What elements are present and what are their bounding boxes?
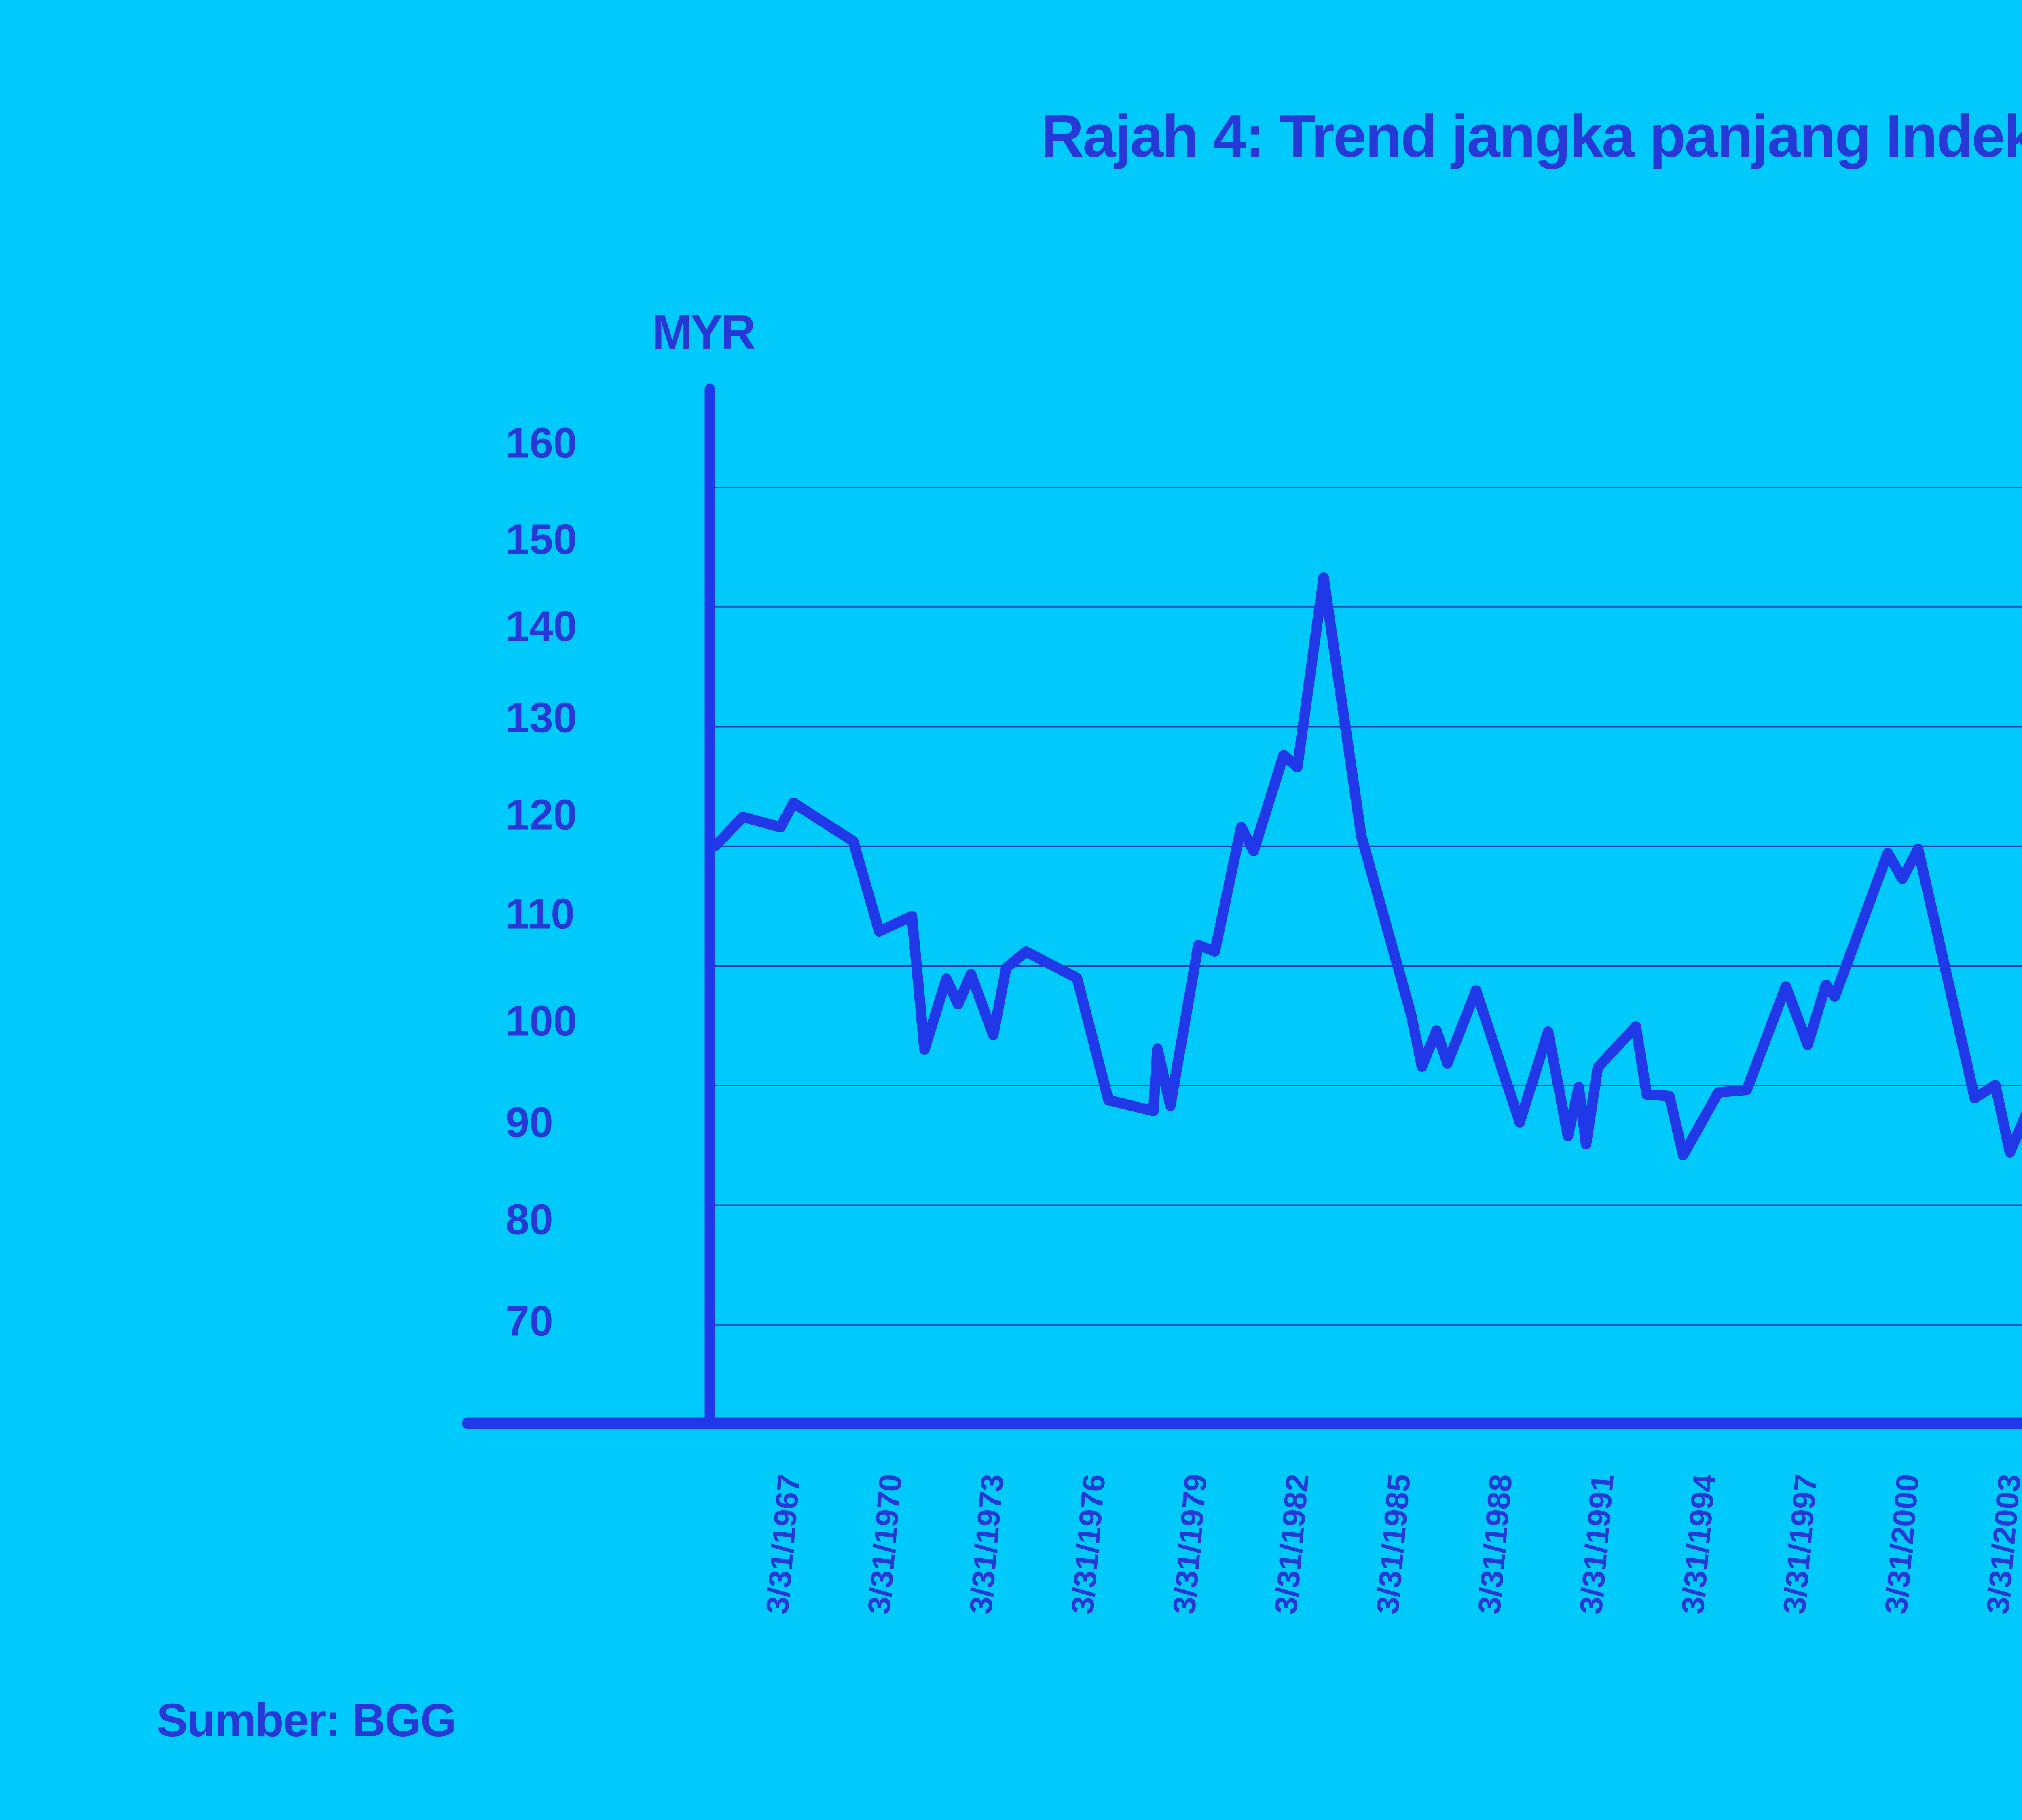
- svg-text:80: 80: [506, 1196, 553, 1244]
- svg-text:70: 70: [506, 1297, 553, 1345]
- svg-text:120: 120: [506, 791, 577, 839]
- svg-text:MYR: MYR: [652, 305, 755, 359]
- svg-text:140: 140: [506, 603, 577, 650]
- svg-text:160: 160: [506, 419, 577, 467]
- svg-text:150: 150: [506, 516, 577, 563]
- svg-text:90: 90: [506, 1099, 553, 1147]
- svg-text:130: 130: [506, 694, 577, 742]
- svg-text:Sumber: BGG: Sumber: BGG: [157, 1694, 455, 1746]
- svg-text:110: 110: [506, 890, 575, 938]
- svg-text:100: 100: [506, 997, 577, 1045]
- svg-text:Rajah 4: Trend jangka panjang: Rajah 4: Trend jangka panjang Indeks Dol…: [1041, 103, 2022, 169]
